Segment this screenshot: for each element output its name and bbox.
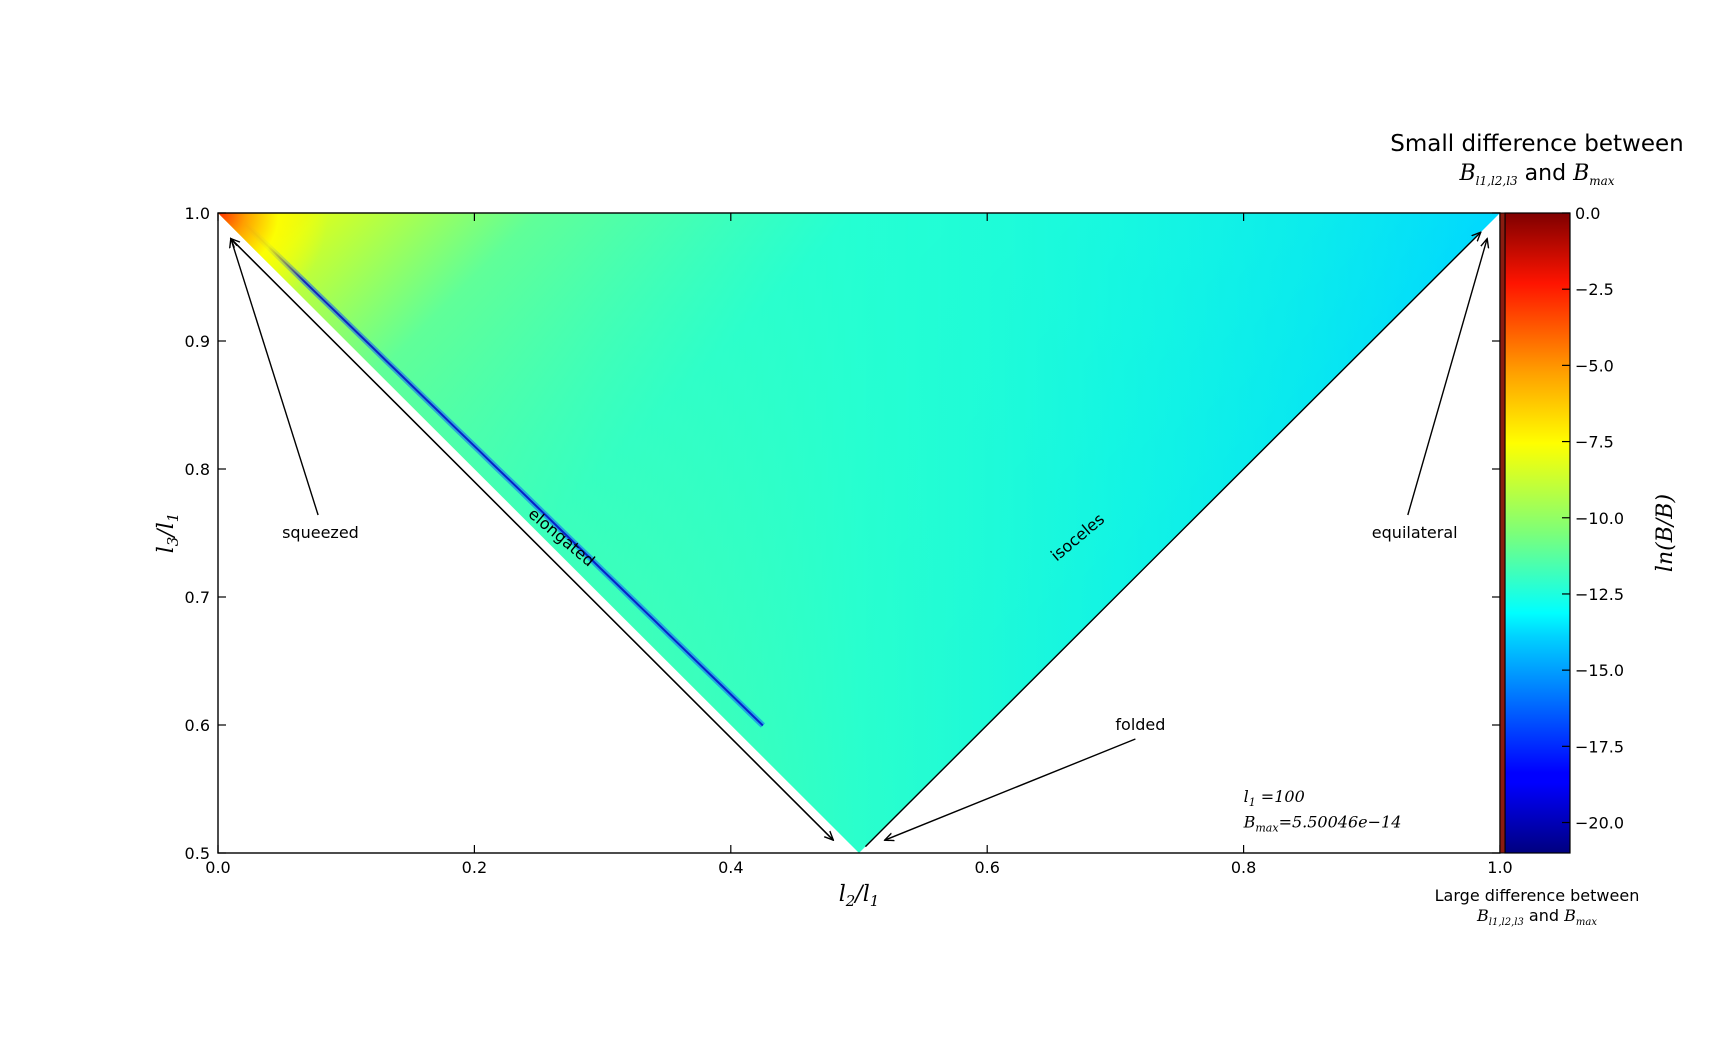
colorbar: 0.0 −2.5 −5.0 −7.5 −10.0 −12.5 −15.0 −17.5 −20.0… xyxy=(1499,204,1678,854)
y-tick-label: 0.9 xyxy=(185,332,210,351)
x-axis-label: l2/l1 xyxy=(839,882,880,910)
y-tick-label: 0.8 xyxy=(185,460,210,479)
bmax-info-text: Bmax=5.50046e−14 xyxy=(1243,812,1402,834)
squeezed-arrow xyxy=(231,239,319,516)
colorbar-tick-label: −15.0 xyxy=(1575,661,1624,680)
colorbar-tick-label: −7.5 xyxy=(1575,433,1614,452)
squeezed-annotation: squeezed xyxy=(282,523,359,542)
x-tick-label: 1.0 xyxy=(1487,858,1512,877)
y-axis-ticks: 0.5 0.6 0.7 0.8 0.9 1.0 xyxy=(185,204,1500,863)
colorbar-tick-label: −20.0 xyxy=(1575,814,1624,833)
colorbar-tick-label: 0.0 xyxy=(1575,204,1600,223)
colorbar-tick-label: −17.5 xyxy=(1575,737,1624,756)
colorbar-tick-label: −5.0 xyxy=(1575,356,1614,375)
colorbar-bottom-caption: Large difference between xyxy=(1435,886,1640,905)
elongated-arrow-reverse xyxy=(231,239,834,841)
colorbar-top-caption-line2: Bl1,l2,l3 and Bmax xyxy=(1458,161,1614,188)
x-tick-label: 0.6 xyxy=(974,858,999,877)
colorbar-tick-label: −10.0 xyxy=(1575,509,1624,528)
colorbar-gradient xyxy=(1504,212,1571,854)
colorbar-edge-strip xyxy=(1499,212,1506,854)
x-tick-label: 0.4 xyxy=(718,858,743,877)
y-tick-label: 0.6 xyxy=(185,716,210,735)
heatmap-field xyxy=(218,213,1500,853)
colorbar-tick-label: −12.5 xyxy=(1575,585,1624,604)
colorbar-tick-label: −2.5 xyxy=(1575,280,1614,299)
isoceles-arrow xyxy=(864,232,1480,848)
equilateral-arrow xyxy=(1407,239,1487,516)
colorbar-axis-label: ln(B/B) xyxy=(1653,494,1678,572)
y-tick-label: 0.7 xyxy=(185,588,210,607)
y-tick-label: 0.5 xyxy=(185,844,210,863)
folded-annotation: folded xyxy=(1115,715,1165,734)
x-tick-label: 0.2 xyxy=(462,858,487,877)
l1-info-text: l1 =100 xyxy=(1244,787,1305,809)
equilateral-annotation: equilateral xyxy=(1372,523,1458,542)
x-axis-ticks: 0.0 0.2 0.4 0.6 0.8 1.0 xyxy=(205,213,1513,877)
y-tick-label: 1.0 xyxy=(185,204,210,223)
x-tick-label: 0.0 xyxy=(205,858,230,877)
colorbar-top-caption: Small difference between xyxy=(1390,131,1683,157)
y-axis-label: l3/l1 xyxy=(154,513,182,554)
folded-arrow xyxy=(885,738,1136,840)
colorbar-ticks: 0.0 −2.5 −5.0 −7.5 −10.0 −12.5 −15.0 −17.5 −20.0 xyxy=(1562,204,1624,833)
x-tick-label: 0.8 xyxy=(1231,858,1256,877)
colorbar-bottom-caption-line2: Bl1,l2,l3 and Bmax xyxy=(1476,906,1597,928)
